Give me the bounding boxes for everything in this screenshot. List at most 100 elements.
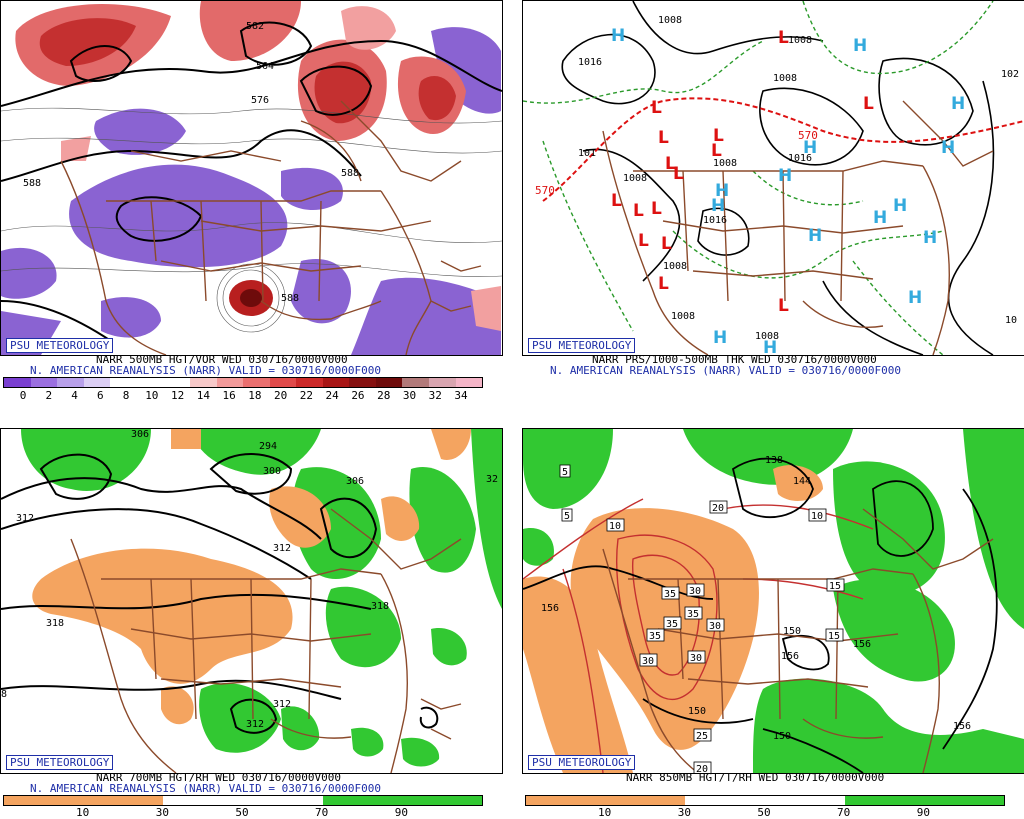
panel-500mb: 582 564 576 588 588 588 PSU METEOROLOGY …	[0, 0, 510, 410]
colorbar-swatch	[269, 378, 297, 387]
panel-title: NARR PRS/1000-500MB THK WED 030716/0000V…	[592, 353, 877, 366]
contour-label: 306	[131, 429, 149, 440]
colorbar-tick: 50	[235, 806, 249, 819]
low-pressure-symbol: L	[665, 154, 676, 174]
colorbar	[3, 377, 483, 388]
contour-label: 150	[688, 706, 706, 717]
source-badge: PSU METEOROLOGY	[6, 755, 114, 770]
temperature-label-box	[808, 508, 827, 522]
colorbar	[3, 795, 483, 806]
source-badge: PSU METEOROLOGY	[528, 755, 636, 770]
contour-labels: 156 156 150 150 156 150 156 138 144	[541, 455, 971, 742]
isobar-label: 1008	[663, 261, 687, 272]
colorbar-swatch	[685, 796, 766, 805]
colorbar-tick: 26	[351, 389, 365, 402]
colorbar-tick: 70	[837, 806, 851, 819]
high-pressure-symbol: H	[763, 338, 777, 355]
colorbar-tick: 6	[96, 389, 104, 402]
isobar-label: 101	[578, 148, 596, 159]
panel-title: NARR 500MB HGT/VOR WED 030716/0000V000	[96, 353, 348, 366]
isobar-label: 1016	[788, 153, 812, 164]
colorbar-swatch	[844, 796, 925, 805]
temperature-label: 15	[828, 631, 840, 642]
isobar-label: 1008	[755, 331, 779, 342]
temperature-label-box	[606, 518, 625, 532]
low-pressure-symbol: L	[778, 296, 789, 316]
temperature-labels: 5 5 10 20 10 15 15 35 30 35 35 30 35 30 30 25 20	[559, 464, 845, 773]
height-contours	[1, 21, 502, 342]
temperature-label: 10	[811, 511, 823, 522]
colorbar-swatch	[526, 796, 606, 805]
temperature-label: 5	[562, 467, 568, 478]
colorbar-swatch	[455, 378, 483, 387]
thickness-contours	[542, 97, 1024, 202]
colorbar-tick: 70	[315, 806, 329, 819]
temperature-label: 20	[712, 503, 724, 514]
colorbar-tick: 16	[222, 389, 236, 402]
high-pressure-symbol: H	[873, 208, 887, 228]
colorbar-swatch	[402, 796, 483, 805]
temperature-label-box	[661, 586, 680, 600]
vorticity-high-fill	[15, 1, 501, 331]
colorbar-swatch	[375, 378, 403, 387]
colorbar-tick: 0	[19, 389, 27, 402]
panel-subtitle: N. AMERICAN REANALYSIS (NARR) VALID = 03…	[30, 782, 381, 795]
contour-label: 32	[486, 474, 498, 485]
low-pressure-symbol: L	[651, 98, 662, 118]
high-pressure-symbol: H	[803, 138, 817, 158]
map-850mb-svg: 5 5 10 20 10 15 15 35 30 35 35 30 35 30 30 25 20 156 156…	[523, 429, 1024, 773]
isobar-label: 1008	[658, 15, 682, 26]
high-pressure-symbol: H	[853, 36, 867, 56]
colorbar-swatch	[4, 796, 84, 805]
contour-label: 312	[246, 719, 264, 730]
contour-label: 156	[541, 603, 559, 614]
geography-lines	[602, 100, 994, 355]
colorbar-tick: 50	[757, 806, 771, 819]
colorbar-tick: 10	[76, 806, 90, 819]
colorbar-swatch	[57, 378, 84, 387]
temperature-label-box	[684, 606, 703, 620]
contour-label: 306	[346, 476, 364, 487]
high-pressure-symbol: H	[611, 26, 625, 46]
temperature-label: 30	[689, 586, 701, 597]
colorbar-tick: 30	[677, 806, 691, 819]
low-pressure-symbol: L	[673, 164, 684, 184]
colorbar-swatch	[765, 796, 845, 805]
contour-label: 312	[16, 513, 34, 524]
panel-title: NARR 700MB HGT/RH WED 030716/0000V000	[96, 771, 342, 784]
colorbar-tick: 18	[248, 389, 262, 402]
temperature-label-box	[639, 653, 658, 667]
isobar-label: 1016	[703, 215, 727, 226]
contour-label: 582	[246, 21, 264, 32]
isobar-label: 1008	[671, 311, 695, 322]
contour-label: 588	[23, 178, 41, 189]
colorbar-tick: 28	[377, 389, 391, 402]
temperature-label-box	[663, 616, 682, 630]
temperature-label-box	[646, 628, 665, 642]
isobar-label: 1008	[773, 73, 797, 84]
colorbar-swatch	[605, 796, 686, 805]
temperature-label: 15	[829, 581, 841, 592]
low-pressure-symbol: L	[713, 126, 724, 146]
temperature-label: 35	[649, 631, 661, 642]
colorbar-swatch	[429, 378, 456, 387]
panel-subtitle: N. AMERICAN REANALYSIS (NARR) VALID = 03…	[30, 364, 381, 377]
temperature-label: 30	[690, 653, 702, 664]
colorbar-swatch	[349, 378, 376, 387]
low-pressure-symbol: L	[638, 231, 649, 251]
high-pressure-symbol: H	[808, 226, 822, 246]
map-500mb: 582 564 576 588 588 588 PSU METEOROLOGY	[0, 0, 503, 356]
colorbar-swatch	[296, 378, 323, 387]
map-850mb: 5 5 10 20 10 15 15 35 30 35 35 30 35 30 30 25 20 156 156…	[522, 428, 1024, 774]
colorbar-tick: 32	[428, 389, 442, 402]
colorbar-tick: 10	[598, 806, 612, 819]
rh-dry-fill	[32, 429, 471, 725]
temperature-label-box	[825, 628, 844, 642]
isobar-label: 1008	[788, 35, 812, 46]
isobar-labels: 1008 1016 1008 1008 1008 1016 1016 1008 …	[578, 15, 1019, 342]
temperature-label-box	[561, 508, 573, 522]
low-pressure-symbol: L	[651, 199, 662, 219]
temperature-label: 25	[696, 731, 708, 742]
